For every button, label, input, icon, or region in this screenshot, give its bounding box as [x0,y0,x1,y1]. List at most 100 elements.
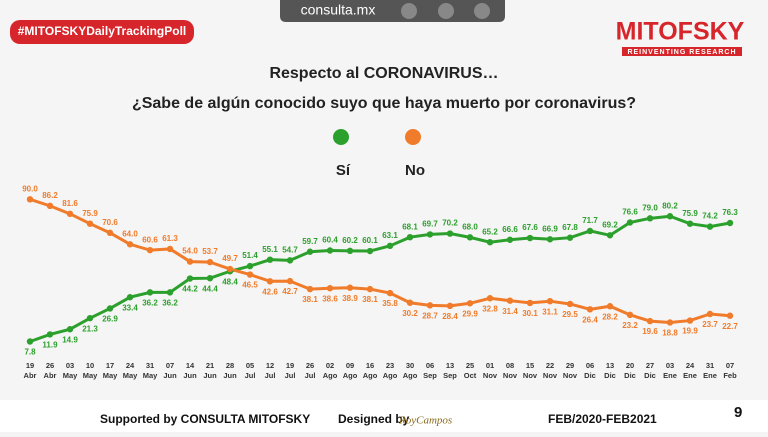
series-point [486,295,494,302]
data-label: 42.6 [262,287,278,296]
data-label: 42.7 [282,287,298,296]
twitter-icon[interactable] [401,3,417,19]
x-tick-label: 29 Nov [563,361,578,380]
series-point [586,227,594,235]
data-label: 28.7 [422,311,438,320]
series-point [26,196,34,203]
data-label: 80.2 [662,201,678,210]
designer: RoyCampos [398,415,452,427]
series-point [46,202,54,210]
series-point [586,306,594,313]
data-label: 11.9 [42,341,58,350]
data-label: 32.8 [482,304,498,313]
series-point [406,299,414,306]
x-tick-label: 25 Oct [464,361,477,380]
x-tick-label: 03 May [63,361,78,380]
data-label: 14.9 [62,335,78,344]
series-point [246,262,254,270]
x-tick-label: 23 Ago [383,361,398,380]
data-label: 60.4 [322,236,338,245]
data-label: 26.9 [102,315,118,324]
data-label: 30.2 [402,309,418,318]
series-point [66,210,74,218]
data-label: 23.7 [702,320,718,329]
legend-label: No [405,162,425,179]
series-point [386,289,394,297]
series-point [606,303,614,310]
series-point [726,219,734,227]
data-label: 69.2 [602,220,618,229]
series-point [546,297,554,305]
x-tick-label: 20 Dic [624,361,636,380]
footer-band [0,400,768,432]
data-label: 36.2 [162,298,178,307]
series-point [726,312,734,319]
legend-swatch [333,129,349,145]
series-point [486,239,494,246]
x-tick-label: 13 Dic [604,361,616,380]
series-point [366,285,374,293]
data-label: 35.8 [382,299,398,308]
series-point [226,265,234,273]
data-label: 38.6 [322,294,338,303]
series-point [666,319,674,326]
data-label: 38.1 [302,295,318,304]
series-point [266,256,274,263]
data-label: 30.1 [522,309,538,318]
data-label: 54.7 [282,245,298,254]
designed-by: Designed by [338,412,410,426]
facebook-icon[interactable] [438,3,454,19]
data-label: 66.6 [502,225,518,234]
x-tick-label: 26 Abr [44,361,57,380]
data-label: 79.0 [642,203,658,212]
x-tick-label: 19 Jul [285,361,296,380]
data-label: 19.9 [682,327,698,336]
x-tick-label: 30 Ago [403,361,418,380]
x-tick-label: 07 Jun [163,361,177,380]
data-label: 81.6 [62,199,78,208]
data-label: 86.2 [42,191,58,200]
series-point [286,277,294,285]
series-point [166,245,174,253]
data-label: 29.5 [562,310,578,319]
series-point [86,220,94,227]
site[interactable]: consulta.mx [301,2,376,18]
data-label: 38.1 [362,295,378,304]
data-label: 22.7 [722,322,738,331]
x-tick-label: 24 May [123,361,138,380]
series-point [46,331,54,338]
series-point [606,232,614,239]
legend-label: Sí [336,162,351,179]
series-point [146,289,154,296]
series-point [426,302,434,309]
data-label: 76.3 [722,208,738,217]
data-label: 67.8 [562,223,578,232]
x-tick-label: 08 Nov [503,361,518,380]
data-label: 51.4 [242,251,258,260]
x-tick-label: 14 Jun [183,361,197,380]
series-point [686,220,694,227]
data-label: 74.2 [702,212,718,221]
series-point [106,229,114,237]
hashtag: #MITOFSKYDailyTrackingPoll [18,24,187,38]
data-label: 59.7 [302,237,318,246]
youtube-icon[interactable] [474,3,490,19]
data-label: 60.1 [362,236,378,245]
x-tick-label: 10 May [83,361,98,380]
x-tick-label: 21 Jun [203,361,217,380]
series-line [29,197,731,324]
data-label: 28.2 [602,312,618,321]
x-tick-label: 15 Nov [523,361,538,380]
data-label: 66.9 [542,224,558,233]
data-label: 60.2 [342,236,358,245]
series-point [86,314,94,322]
series-point [126,241,134,248]
series-point [506,236,514,243]
series-point [106,305,114,312]
data-label: 44.4 [202,284,218,293]
x-tick-label: 06 Sep [423,361,437,380]
x-tick-label: 28 Jun [223,361,237,380]
page-number: 9 [734,404,742,421]
series-point [526,299,534,307]
series-point [206,258,214,266]
